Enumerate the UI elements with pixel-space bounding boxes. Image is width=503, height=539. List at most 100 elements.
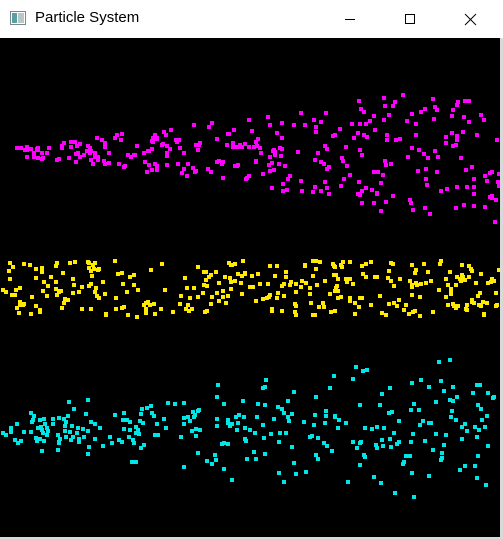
particle-cyan <box>15 422 19 426</box>
particle-cyan <box>234 415 238 419</box>
particle-magenta <box>292 123 296 127</box>
particle-cyan <box>375 425 379 429</box>
particle-yellow <box>261 297 265 301</box>
particle-yellow <box>243 271 247 275</box>
particle-magenta <box>186 162 190 166</box>
particle-cyan <box>139 412 143 416</box>
particle-yellow <box>209 302 213 306</box>
particle-magenta <box>360 201 364 205</box>
particle-cyan <box>140 407 144 411</box>
particle-cyan <box>440 451 444 455</box>
particle-cyan <box>282 480 286 484</box>
particle-yellow <box>184 307 188 311</box>
particle-cyan <box>214 458 218 462</box>
particle-yellow <box>398 277 402 281</box>
particle-magenta <box>182 151 186 155</box>
particle-cyan <box>77 440 81 444</box>
particle-cyan <box>252 450 256 454</box>
particle-yellow <box>418 314 422 318</box>
particle-magenta <box>78 142 82 146</box>
particle-magenta <box>314 130 318 134</box>
particle-cyan <box>374 443 378 447</box>
particle-magenta <box>273 153 277 157</box>
particle-cyan <box>86 429 90 433</box>
particle-yellow <box>95 294 99 298</box>
particle-magenta <box>150 147 154 151</box>
particle-yellow <box>186 303 190 307</box>
particle-yellow <box>463 278 467 282</box>
particle-magenta <box>252 145 256 149</box>
particle-cyan <box>460 425 464 429</box>
particle-cyan <box>125 418 129 422</box>
particle-cyan <box>312 423 316 427</box>
particle-cyan <box>4 433 8 437</box>
particle-yellow <box>38 310 42 314</box>
particle-yellow <box>467 264 471 268</box>
particle-yellow <box>478 291 482 295</box>
particle-magenta <box>465 185 469 189</box>
particle-cyan <box>39 425 43 429</box>
particle-magenta <box>155 168 159 172</box>
particle-yellow <box>63 297 67 301</box>
particle-yellow <box>288 283 292 287</box>
particle-yellow <box>384 313 388 317</box>
particle-magenta <box>147 163 151 167</box>
particle-magenta <box>424 177 428 181</box>
particle-yellow <box>444 277 448 281</box>
particle-magenta <box>283 164 287 168</box>
title-bar[interactable]: Particle System <box>0 0 503 38</box>
particle-yellow <box>229 287 233 291</box>
particle-magenta <box>450 114 454 118</box>
particle-yellow <box>392 301 396 305</box>
particle-magenta <box>69 140 73 144</box>
particle-magenta <box>62 141 66 145</box>
particle-yellow <box>265 296 269 300</box>
particle-yellow <box>103 292 107 296</box>
particle-yellow <box>152 302 156 306</box>
particle-cyan <box>439 458 443 462</box>
particle-yellow <box>360 264 364 268</box>
particle-yellow <box>59 289 63 293</box>
particle-magenta <box>470 165 474 169</box>
particle-yellow <box>275 296 279 300</box>
particle-magenta <box>162 130 166 134</box>
particle-yellow <box>481 300 485 304</box>
particle-magenta <box>475 133 479 137</box>
particle-magenta <box>135 144 139 148</box>
particle-yellow <box>55 293 59 297</box>
particle-cyan <box>483 425 487 429</box>
particle-cyan <box>152 414 156 418</box>
close-button[interactable] <box>447 0 493 38</box>
minimize-button[interactable] <box>327 0 373 38</box>
particle-cyan <box>262 436 266 440</box>
particle-yellow <box>80 285 84 289</box>
particle-yellow <box>276 291 280 295</box>
particle-cyan <box>480 418 484 422</box>
particle-magenta <box>472 192 476 196</box>
particle-yellow <box>411 310 415 314</box>
particle-magenta <box>360 189 364 193</box>
particle-yellow <box>340 265 344 269</box>
particle-magenta <box>113 136 117 140</box>
particle-magenta <box>451 108 455 112</box>
particle-yellow <box>474 281 478 285</box>
particle-magenta <box>300 189 304 193</box>
particle-cyan <box>365 368 369 372</box>
particle-magenta <box>122 165 126 169</box>
particle-cyan <box>278 431 282 435</box>
particle-yellow <box>364 262 368 266</box>
particle-yellow <box>418 295 422 299</box>
particle-cyan <box>304 470 308 474</box>
particle-yellow <box>361 272 365 276</box>
particle-cyan <box>213 453 217 457</box>
particle-yellow <box>217 281 221 285</box>
particle-yellow <box>233 262 237 266</box>
particle-yellow <box>128 275 132 279</box>
particle-yellow <box>470 300 474 304</box>
particle-magenta <box>314 125 318 129</box>
particle-yellow <box>309 301 313 305</box>
render-canvas[interactable] <box>0 38 500 537</box>
particle-yellow <box>380 311 384 315</box>
particle-cyan <box>72 407 76 411</box>
maximize-button[interactable] <box>387 0 433 38</box>
